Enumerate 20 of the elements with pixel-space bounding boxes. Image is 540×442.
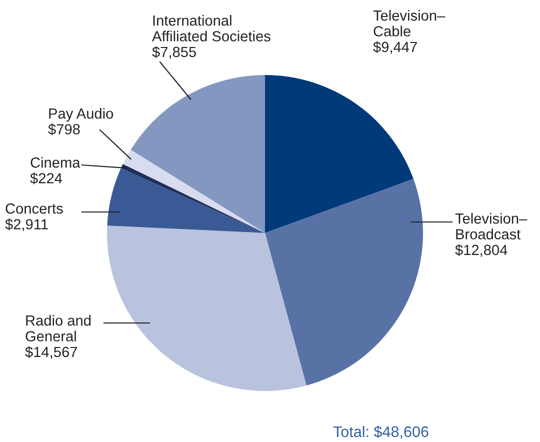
data-label: $14,567: [25, 346, 77, 359]
slice-label: Pay Audio: [49, 108, 114, 122]
data-label: $798: [48, 123, 80, 136]
pie-slice: [130, 75, 265, 233]
slice-label: International Affiliated Societies: [152, 15, 270, 42]
text: Total: $48,606: [333, 426, 428, 439]
data-label: $224: [30, 172, 62, 184]
pie-slice: [265, 75, 414, 233]
data-label: $9,447: [373, 41, 417, 54]
pie-slice: [107, 226, 306, 391]
slice-label: Television– Broadcast: [455, 213, 528, 240]
pie-slice: [265, 178, 423, 386]
data-label: $7,855: [152, 46, 196, 59]
slice-label: Cinema: [30, 157, 80, 168]
data-label: $2,911: [5, 218, 48, 232]
slice-label: Concerts: [6, 203, 63, 214]
data-label: $12,804: [455, 244, 508, 257]
pie-slice: [122, 150, 265, 233]
slice-label: Television– Cable: [373, 10, 446, 36]
slice-label: Radio and General: [26, 315, 91, 342]
